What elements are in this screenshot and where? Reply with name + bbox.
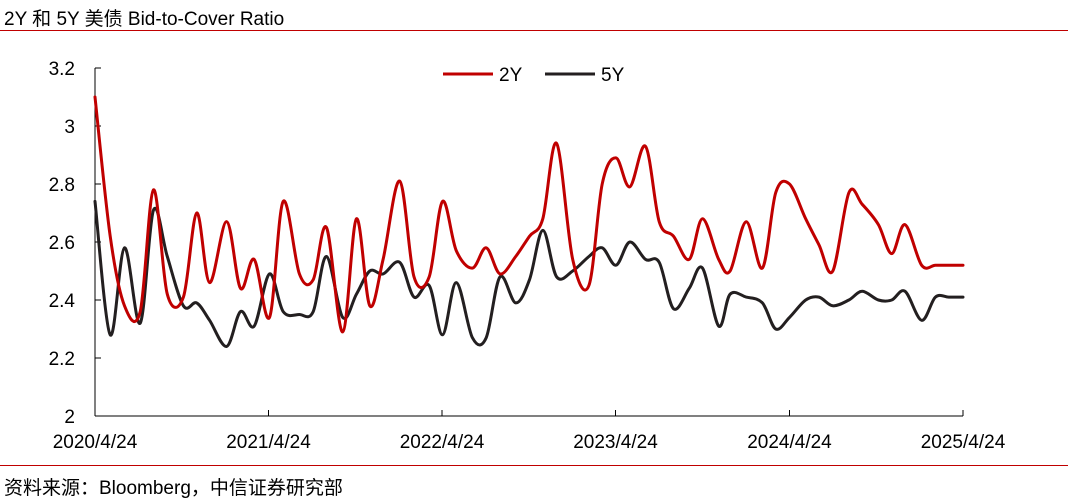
x-tick-label: 2020/4/24 (53, 432, 138, 453)
axes: 2 2.2 2.4 2.6 2.8 3 3.2 2020/4/24 2021/4/24 2022/… (49, 59, 1006, 453)
legend-label: 5Y (601, 65, 625, 86)
top-rule (0, 30, 1068, 31)
x-tick-label: 2022/4/24 (400, 432, 485, 453)
source-note: 资料来源：Bloomberg，中信证券研究部 (4, 478, 343, 499)
y-tick-label: 3 (64, 117, 75, 138)
x-tick-label: 2021/4/24 (226, 432, 311, 453)
y-tick-label: 2.2 (49, 349, 75, 370)
y-tick-label: 2.4 (49, 291, 76, 312)
x-tick-label: 2023/4/24 (573, 432, 658, 453)
x-tick-label: 2024/4/24 (747, 432, 832, 453)
legend-item-2y: 2Y (443, 65, 523, 86)
legend-item-5y: 5Y (545, 65, 625, 86)
y-tick-label: 2.6 (49, 233, 75, 254)
legend-label: 2Y (499, 65, 523, 86)
y-tick-label: 2.8 (49, 175, 75, 196)
bottom-rule (0, 465, 1068, 466)
y-tick-label: 3.2 (49, 59, 75, 80)
x-tick-label: 2025/4/24 (921, 432, 1006, 453)
line-chart: 2 2.2 2.4 2.6 2.8 3 3.2 2020/4/24 2021/4/24 2022/… (49, 59, 1006, 453)
series-line-2y (93, 95, 965, 334)
series-lines (93, 95, 965, 348)
series-line-5y (93, 199, 965, 348)
legend: 2Y 5Y (443, 65, 625, 86)
chart-title: 2Y 和 5Y 美债 Bid-to-Cover Ratio (4, 9, 285, 30)
y-tick-label: 2 (64, 407, 75, 428)
